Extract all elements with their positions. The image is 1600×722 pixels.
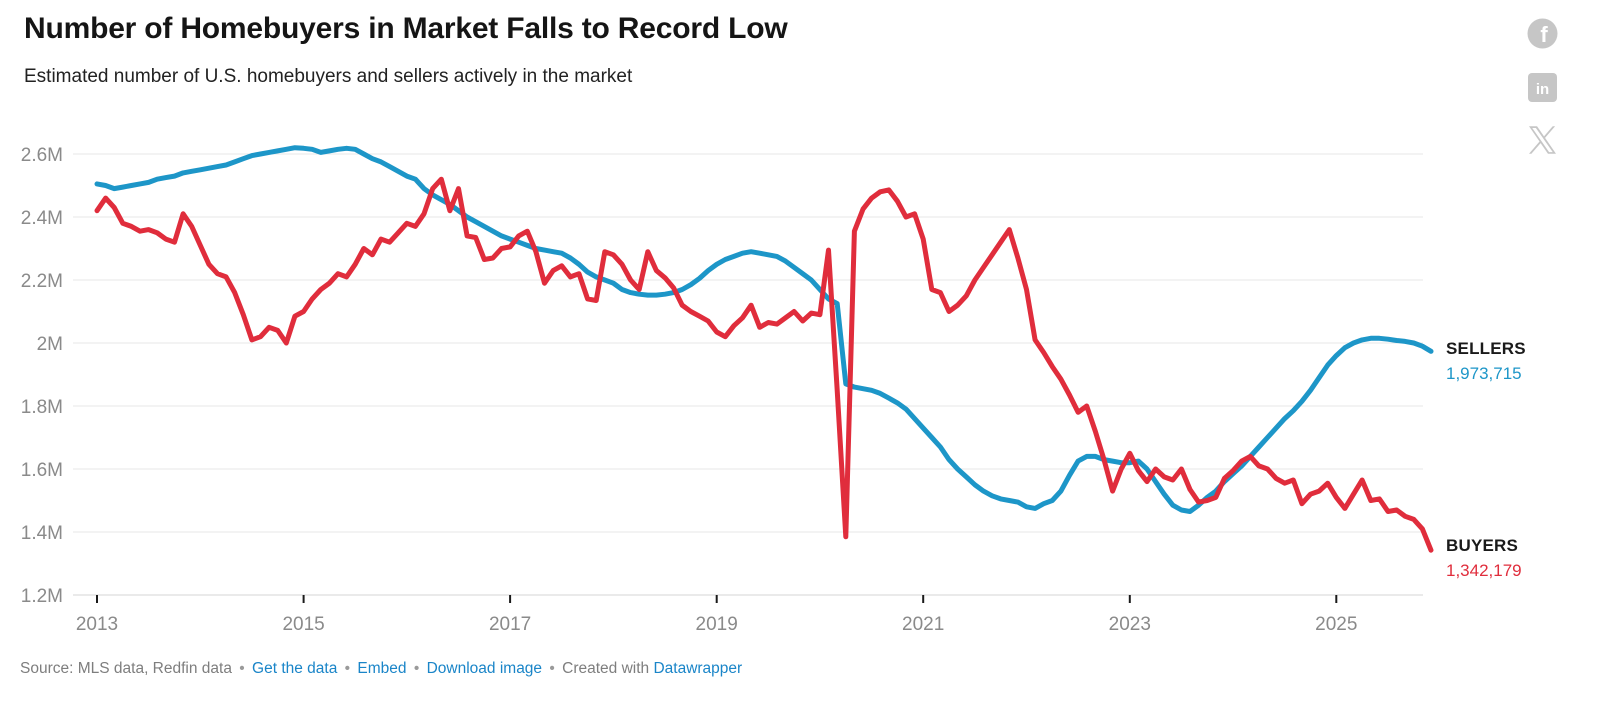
buyers-annotation: BUYERS 1,342,179: [1446, 536, 1596, 581]
x-axis-tick-label: 2019: [696, 614, 738, 635]
buyers-label: BUYERS: [1446, 536, 1519, 555]
x-axis-tick-label: 2017: [489, 614, 531, 635]
download-image-link[interactable]: Download image: [426, 660, 543, 677]
y-axis-tick-label: 1.8M: [21, 397, 63, 418]
page-title: Number of Homebuyers in Market Falls to …: [24, 12, 788, 45]
x-axis-tick-label: 2015: [282, 614, 324, 635]
sellers-line: [94, 145, 1434, 514]
share-linkedin-button[interactable]: in: [1527, 73, 1557, 102]
chart-svg: 2.6M 2.4M 2.2M 2M 1.8M 1.6M 1.4M 1.2M 2013 2015 20…: [21, 145, 1434, 635]
sellers-value: 1,973,715: [1446, 364, 1522, 383]
x-axis-tick-label: 2025: [1315, 614, 1357, 635]
y-axis-tick-label: 1.4M: [21, 523, 63, 544]
separator-dot: •: [413, 660, 420, 677]
get-the-data-link[interactable]: Get the data: [252, 660, 338, 677]
y-axis-tick-label: 2.6M: [21, 145, 63, 166]
x-icon: [1528, 126, 1556, 154]
x-axis-tick-label: 2013: [76, 614, 118, 635]
y-axis-tick-label: 1.2M: [21, 586, 63, 607]
facebook-icon: f: [1527, 18, 1557, 49]
y-axis-tick-label: 2M: [37, 334, 63, 355]
chart-footer: Source: MLS data, Redfin data • Get the …: [20, 658, 742, 680]
y-axis-tick-label: 2.4M: [21, 208, 63, 229]
created-with-text: Created with: [562, 660, 650, 677]
separator-dot: •: [239, 660, 245, 677]
separator-dot: •: [344, 660, 351, 677]
x-axis-tick-label: 2021: [902, 614, 944, 635]
share-toolbar: f in: [1522, 18, 1562, 154]
share-facebook-button[interactable]: f: [1527, 18, 1558, 49]
svg-text:in: in: [1535, 81, 1548, 98]
y-axis-tick-label: 2.2M: [21, 271, 63, 292]
embed-link[interactable]: Embed: [357, 660, 407, 677]
linkedin-icon: in: [1527, 73, 1557, 102]
x-axis-tick-label: 2023: [1109, 614, 1151, 635]
y-axis-tick-label: 1.6M: [21, 460, 63, 481]
svg-text:f: f: [1540, 22, 1548, 47]
datawrapper-link[interactable]: Datawrapper: [653, 660, 743, 677]
chart-subtitle: Estimated number of U.S. homebuyers and …: [24, 66, 633, 87]
share-x-button[interactable]: [1528, 126, 1556, 154]
source-text: Source: MLS data, Redfin data: [20, 660, 232, 677]
buyers-line: [94, 176, 1434, 553]
sellers-annotation: SELLERS 1,973,715: [1446, 339, 1596, 384]
sellers-label: SELLERS: [1446, 339, 1526, 358]
buyers-value: 1,342,179: [1446, 561, 1522, 580]
separator-dot: •: [549, 660, 555, 677]
